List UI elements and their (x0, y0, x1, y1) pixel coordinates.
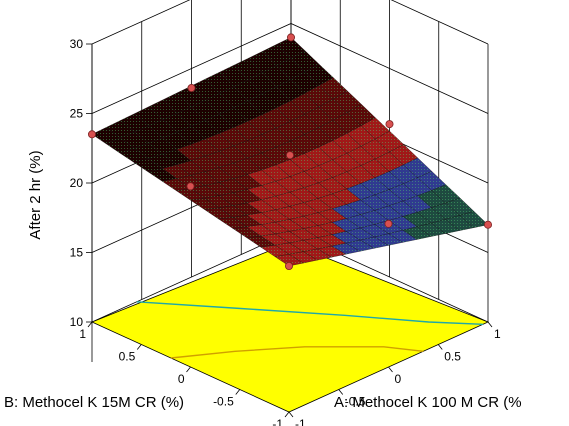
b-tick-mark (136, 344, 142, 350)
design-points (88, 33, 492, 270)
a-tick-mark (338, 389, 344, 395)
x-axis-label-a: A: Methocel K 100 M CR (% (334, 394, 522, 411)
b-tick-label: -1 (272, 417, 283, 426)
design-point (385, 120, 394, 129)
a-tick-mark (487, 321, 493, 328)
axis-ticks: 10 15 20 25 30 -1 -0.5 0 0.5 1 -1 -0.5 0 0.5 1 (70, 37, 501, 426)
b-tick-mark (87, 321, 93, 328)
a-tick-mark (437, 344, 443, 350)
a-tick-label: 0 (395, 372, 402, 386)
z-tick-label: 25 (70, 107, 84, 121)
b-tick-label: 1 (79, 327, 86, 341)
a-tick-label: -1 (295, 417, 306, 426)
a-tick-label: 0.5 (444, 350, 461, 364)
z-tick-label: 15 (70, 246, 84, 260)
z-tick-label: 10 (70, 315, 84, 329)
design-point (187, 84, 196, 93)
design-point (186, 182, 195, 191)
contour-line (136, 301, 484, 325)
b-tick-label: -0.5 (213, 395, 234, 409)
b-tick-label: 0 (178, 372, 185, 386)
design-point (384, 219, 393, 228)
a-tick-label: 1 (494, 327, 501, 341)
y-axis-label-b: B: Methocel K 15M CR (%) (4, 394, 184, 411)
design-point (285, 151, 294, 160)
b-tick-mark (284, 411, 290, 418)
grid-line-z (91, 0, 489, 45)
design-point (88, 130, 97, 139)
a-tick-mark (388, 366, 393, 373)
design-point (284, 261, 293, 270)
z-tick-label: 30 (70, 37, 84, 51)
z-tick-label: 20 (70, 176, 84, 190)
b-tick-mark (186, 366, 191, 373)
z-axis-label: After 2 hr (%) (27, 150, 44, 239)
a-tick-label: -0.5 (345, 395, 366, 409)
b-tick-label: 0.5 (119, 350, 136, 364)
design-point (286, 33, 295, 42)
design-point (483, 220, 492, 229)
b-tick-mark (235, 389, 241, 395)
contour-floor (90, 242, 490, 413)
contour-line (170, 346, 424, 359)
a-tick-mark (288, 411, 294, 418)
